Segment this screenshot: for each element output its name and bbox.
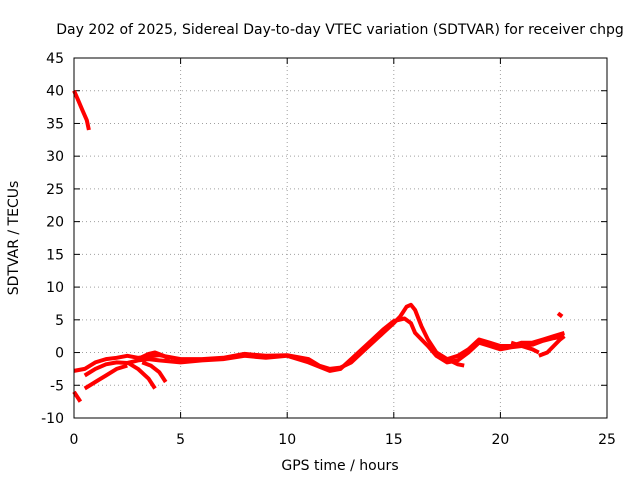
x-tick-label: 0 [70,432,79,448]
series-layer [72,89,566,403]
y-tick-label: 30 [46,149,64,165]
y-tick-label: 25 [46,182,64,198]
x-tick-label: 5 [176,432,185,448]
y-tick-label: -5 [50,378,64,394]
series-arc-dip-b [126,360,157,390]
y-tick-label: 5 [55,313,64,329]
series-arc-late-a [435,353,465,368]
y-tick-label: 0 [55,346,64,362]
x-tick-label: 10 [278,432,296,448]
axis-ticks: 0 5 10 15 20 25 -10 -5 0 5 10 15 20 25 30 35 40 45 [41,51,616,448]
series-arc-early-high [72,89,91,131]
chart-title: Day 202 of 2025, Sidereal Day-to-day VTE… [56,22,624,38]
plot-frame [73,57,608,419]
y-tick-label: 15 [46,247,64,263]
y-tick-label: 10 [46,280,64,296]
x-tick-label: 20 [491,432,509,448]
y-tick-label: 45 [46,51,64,67]
y-axis-label: SDTVAR / TECUs [6,181,22,296]
series-arc-late-c [510,340,540,355]
x-tick-label: 25 [598,432,616,448]
series-arc-end [556,311,564,319]
series-arc-hump [137,350,171,361]
y-tick-label: -10 [41,411,64,427]
series-arc-early-low [72,390,83,403]
y-tick-label: 40 [46,84,64,100]
series-arc-main-2 [83,316,565,378]
y-tick-label: 35 [46,116,64,132]
x-axis-label: GPS time / hours [281,458,398,474]
y-tick-label: 20 [46,215,64,231]
grid [74,58,607,418]
series-arc-late-b [538,334,566,358]
series-arc-dip-a [83,363,128,391]
series-arc-main-1 [73,302,565,373]
x-tick-label: 15 [385,432,403,448]
series-arc-dip-c [141,360,168,384]
